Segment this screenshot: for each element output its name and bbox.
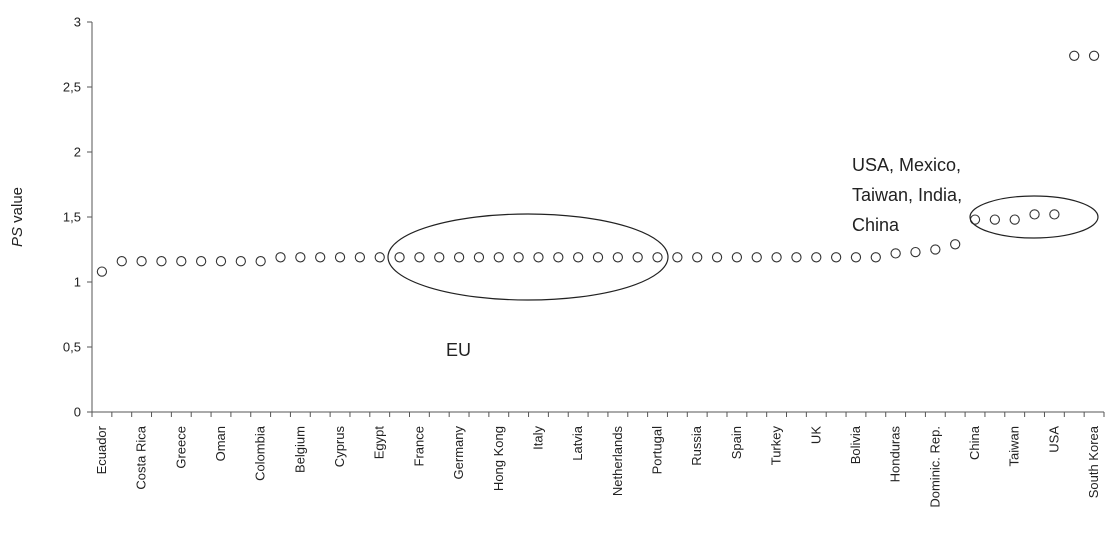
data-point [1088,50,1100,61]
y-axis-title-rest: value [9,187,26,227]
data-point [930,244,941,255]
data-point [771,252,782,263]
data-point [890,248,901,259]
x-tick-label: Ecuador [94,425,109,474]
data-point [553,252,564,263]
group-label: USA, Mexico, Taiwan, India, China [852,155,967,235]
y-tick-label: 3 [74,15,81,30]
data-point [672,252,683,263]
data-point [414,252,425,263]
data-point [870,252,881,263]
x-axis: Ecuador Costa Rica Greece Oman Colombia Belgi… [91,411,1105,508]
x-tick-label: South Korea [1086,425,1101,498]
data-point [1009,214,1020,225]
y-axis-title-italic: PS [9,227,26,247]
data-point [156,256,167,267]
x-tick-label: Spain [729,426,744,459]
data-point [811,252,822,263]
x-tick-label: Netherlands [610,426,625,497]
x-tick-label: France [411,426,426,466]
data-point [731,252,743,263]
data-point [354,252,366,263]
y-tick-label: 0 [74,405,81,420]
x-tick-label: Belgium [292,426,307,473]
data-point [96,266,108,277]
data-point [315,252,326,263]
data-point [116,256,127,267]
x-tick-label: Honduras [888,426,903,483]
data-point [592,252,604,263]
data-point [751,252,762,263]
group-label-line-3: China [852,215,900,235]
data-point [692,252,703,263]
data-point [632,252,643,263]
data-point [394,252,405,263]
data-point [989,214,1001,225]
x-tick-label: Cyprus [332,426,347,468]
data-point [493,252,504,263]
data-point [791,252,802,263]
data-point [573,252,584,263]
x-tick-label: Costa Rica [134,425,149,489]
data-point [255,256,266,267]
data-point [513,252,524,263]
data-point [136,256,147,267]
y-axis-title: PS value [9,187,26,247]
data-point [434,252,445,263]
y-tick-label: 1 [74,275,81,290]
x-tick-label: Latvia [570,425,585,460]
data-point [295,252,306,263]
y-axis: 0 0,5 1 1,5 2 2,5 3 [63,15,93,420]
data-point [1049,209,1060,220]
x-tick-label: Russia [689,425,704,466]
x-tick-label: China [967,425,982,460]
x-tick-label: Colombia [253,425,268,481]
x-tick-label: Portugal [650,426,665,475]
x-tick-label: Turkey [769,426,784,466]
data-point [235,256,246,267]
data-point [850,252,862,263]
x-tick-label: Italy [530,426,545,450]
data-point [533,252,544,263]
y-tick-label: 0,5 [63,340,81,355]
x-tick-label: UK [808,426,823,444]
x-tick-label: Egypt [372,426,387,460]
data-point [1069,50,1080,61]
group-label-line-1: USA, Mexico, [852,155,961,175]
data-point [453,252,465,263]
eu-label: EU [446,340,471,360]
data-point [711,252,723,263]
top-group-ellipse [969,195,1099,239]
data-point [830,252,842,263]
eu-group-ellipse [387,213,669,301]
x-tick-label: Oman [213,426,228,461]
data-points [96,50,1100,277]
y-tick-label: 1,5 [63,210,81,225]
x-tick-label: USA [1046,426,1061,453]
group-label-line-2: Taiwan, India, [852,185,962,205]
y-tick-label: 2 [74,145,81,160]
data-point [275,252,286,263]
data-point [950,239,961,250]
y-tick-label: 2,5 [63,80,81,95]
data-point [195,256,207,267]
data-point [334,252,346,263]
data-point [215,256,227,267]
data-point [910,246,921,258]
x-tick-label: Dominic. Rep. [927,426,942,508]
data-point [473,252,485,263]
data-point [176,256,187,267]
data-point [612,252,623,263]
x-tick-label: Germany [451,426,466,480]
x-tick-label: Greece [173,426,188,469]
data-point [652,252,663,263]
data-point [374,252,385,263]
data-point [1029,209,1040,220]
x-tick-label: Hong Kong [491,426,506,491]
x-tick-label: Taiwan [1007,426,1022,466]
x-tick-label: Bolivia [848,425,863,464]
